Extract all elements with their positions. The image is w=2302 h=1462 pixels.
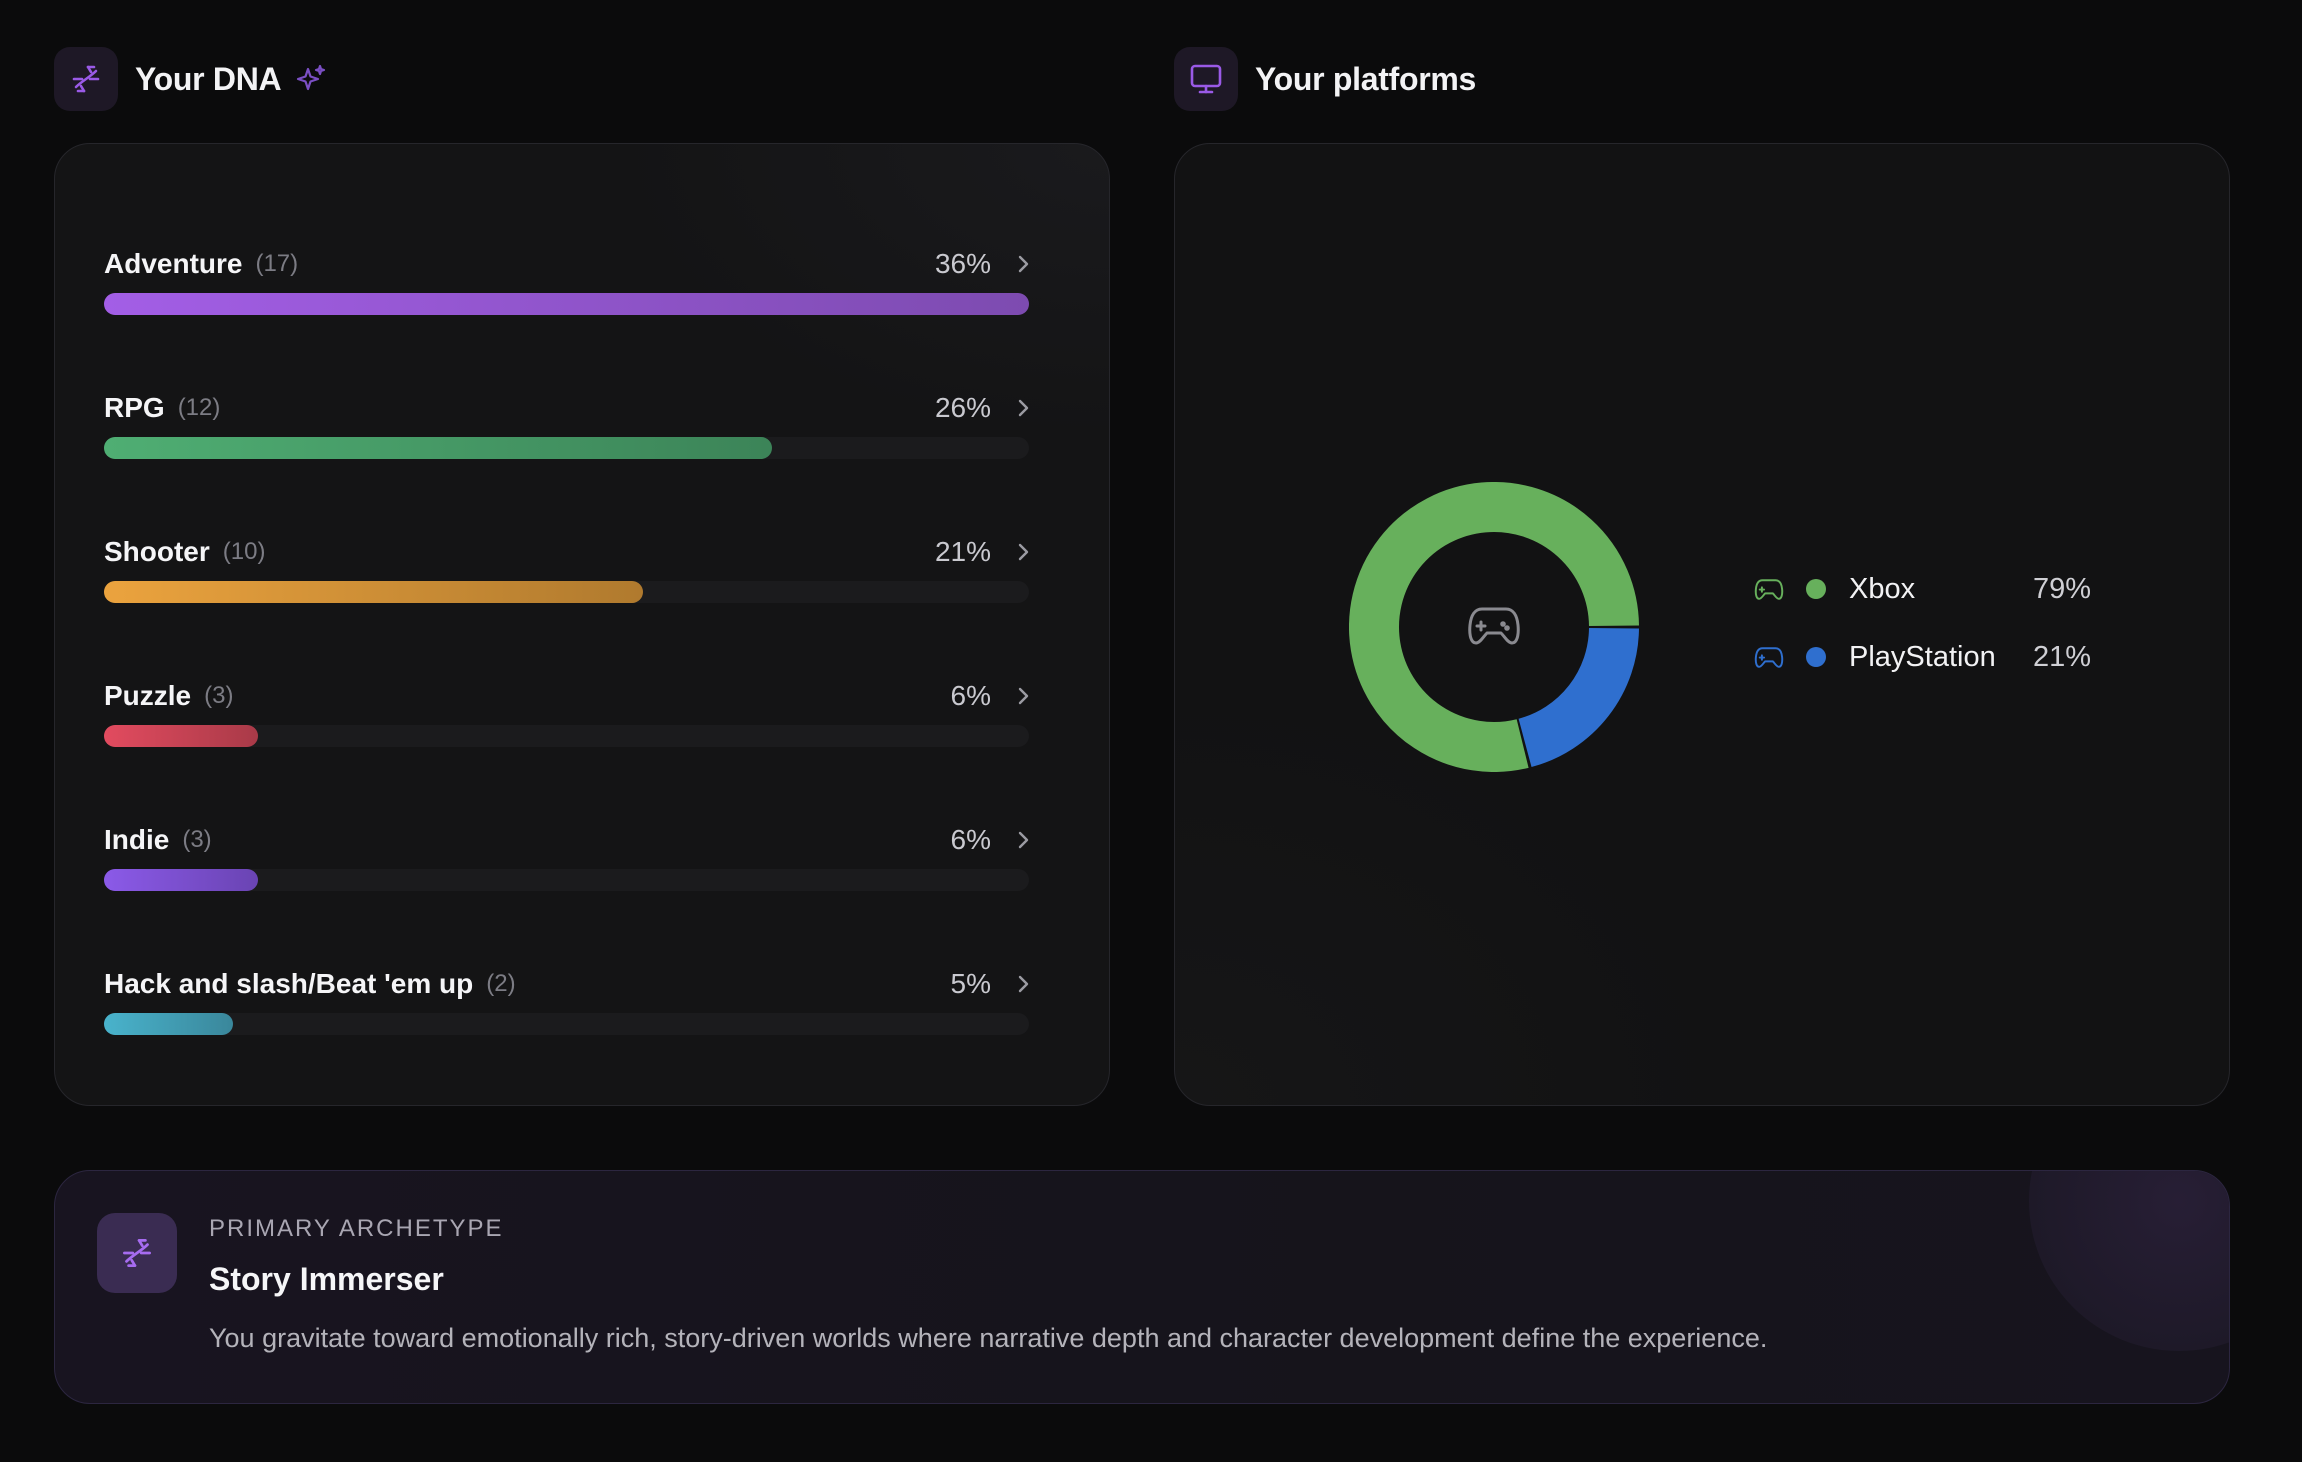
genre-percent: 6% [950,824,991,855]
platforms-title: Your platforms [1255,60,1477,97]
genre-name: Adventure [104,248,243,279]
chevron-right-icon[interactable] [1013,973,1035,995]
platform-donut-chart [1349,482,1639,772]
genre-name: Indie [104,824,170,855]
genre-progress-fill [104,869,259,891]
legend-dot [1806,647,1826,667]
genre-name: Hack and slash/Beat 'em up [104,968,474,999]
genre-row[interactable]: Hack and slash/Beat 'em up (2) 5% [104,966,1029,1046]
platform-legend: Xbox 79% PlayStation 21% [1753,571,2091,707]
genre-count: (10) [222,538,266,565]
genre-progress-fill [104,437,772,459]
genre-percent: 26% [934,392,991,423]
genre-count: (17) [255,250,299,277]
genre-row[interactable]: RPG (12) 26% [104,390,1029,470]
archetype-label: PRIMARY ARCHETYPE [209,1215,504,1242]
genre-count: (12) [177,394,221,421]
gamepad-icon [1468,603,1520,652]
chevron-right-icon[interactable] [1013,685,1035,707]
dna-title: Your DNA [135,60,282,97]
legend-name: PlayStation [1849,640,1996,673]
genre-progress-track [104,293,1029,315]
genre-row[interactable]: Adventure (17) 36% [104,246,1029,326]
genre-progress-track [104,1013,1029,1035]
legend-name: Xbox [1849,572,1916,605]
dna-icon [54,47,118,111]
genre-progress-fill [104,293,1029,315]
gamepad-icon [1753,639,1785,675]
chevron-right-icon[interactable] [1013,829,1035,851]
legend-item: PlayStation 21% [1753,639,2091,675]
genre-row[interactable]: Indie (3) 6% [104,822,1029,902]
legend-percent: 21% [2033,640,2092,673]
legend-dot [1806,579,1826,599]
platforms-header: Your platforms [1174,47,1476,111]
genre-percent: 5% [950,968,991,999]
genre-count: (2) [486,970,516,997]
genre-row[interactable]: Shooter (10) 21% [104,534,1029,614]
chevron-right-icon[interactable] [1013,397,1035,419]
donut-slice-playstation [1517,627,1639,768]
genre-percent: 21% [934,536,991,567]
genre-progress-fill [104,581,644,603]
genre-percent: 6% [950,680,991,711]
genre-count: (3) [204,682,234,709]
genre-row[interactable]: Puzzle (3) 6% [104,678,1029,758]
genre-progress-fill [104,1013,233,1035]
monitor-icon [1174,47,1238,111]
platforms-card: Xbox 79% PlayStation 21% [1174,143,2230,1106]
donut-slice-xbox [1349,482,1639,772]
genre-name: RPG [104,392,165,423]
chevron-right-icon[interactable] [1013,253,1035,275]
archetype-card: PRIMARY ARCHETYPE Story Immerser You gra… [54,1170,2230,1404]
genre-progress-track [104,725,1029,747]
genre-progress-fill [104,725,259,747]
sparkle-icon [295,63,327,95]
legend-item: Xbox 79% [1753,571,2091,607]
dna-icon [97,1213,177,1293]
genre-progress-track [104,437,1029,459]
legend-percent: 79% [2033,572,2092,605]
decorative-circle [2029,1171,2229,1351]
gamepad-icon [1753,571,1785,607]
genre-progress-track [104,581,1029,603]
chevron-right-icon[interactable] [1013,541,1035,563]
genre-progress-track [104,869,1029,891]
dna-header: Your DNA [54,47,327,111]
genre-name: Puzzle [104,680,192,711]
genre-percent: 36% [934,248,991,279]
dna-card: Adventure (17) 36% RPG (12) 26% Shooter (10) 21%… [54,143,1110,1106]
genre-count: (3) [182,826,212,853]
genre-name: Shooter [104,536,210,567]
archetype-description: You gravitate toward emotionally rich, s… [209,1323,1768,1353]
archetype-title: Story Immerser [209,1261,444,1297]
